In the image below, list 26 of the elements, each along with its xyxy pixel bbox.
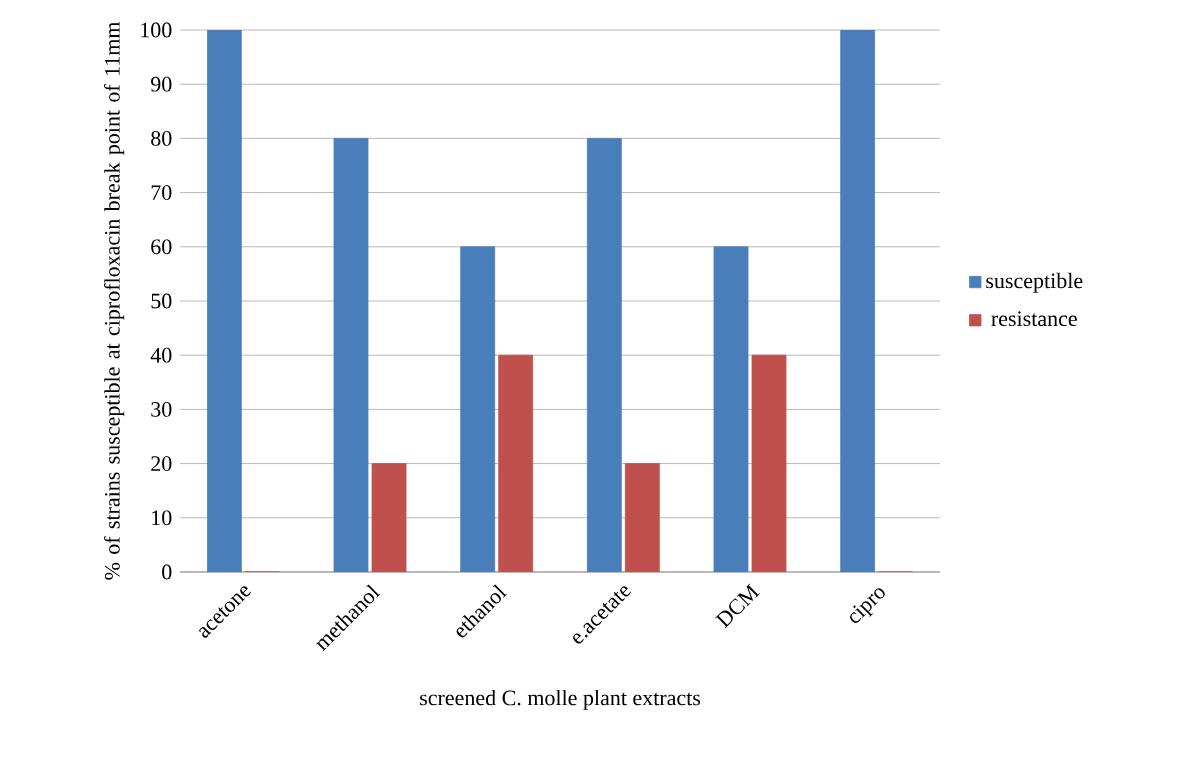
bar (624, 463, 660, 572)
y-tick-label: 70 (151, 185, 172, 201)
y-tick-label: 40 (150, 347, 172, 363)
bar (333, 137, 369, 572)
bar (371, 463, 407, 572)
bar (498, 354, 534, 572)
bar (206, 29, 242, 572)
y-tick-label: 30 (151, 401, 172, 417)
y-tick-label: 60 (151, 239, 172, 255)
bar (751, 354, 787, 572)
legend-label: resistance (991, 311, 1077, 327)
x-axis-title: screened C. molle plant extracts (420, 689, 701, 710)
y-tick-label: 10 (152, 510, 172, 526)
y-tick-label: 90 (151, 76, 172, 92)
legend-label: susceptible (986, 272, 1083, 293)
bar (840, 29, 876, 572)
bar (713, 246, 749, 572)
y-tick-label: 20 (151, 456, 172, 472)
y-tick-label: 50 (151, 293, 172, 309)
bar (586, 137, 622, 572)
bar (460, 246, 496, 572)
y-tick-label: 80 (151, 130, 172, 146)
y-tick-label: 0 (162, 564, 172, 580)
y-tick-label: 100 (141, 22, 172, 38)
y-axis-title: % of strains susceptible at ciprofloxacin break point of 11mm (104, 21, 125, 580)
x-tick-label: cipro (850, 588, 885, 623)
